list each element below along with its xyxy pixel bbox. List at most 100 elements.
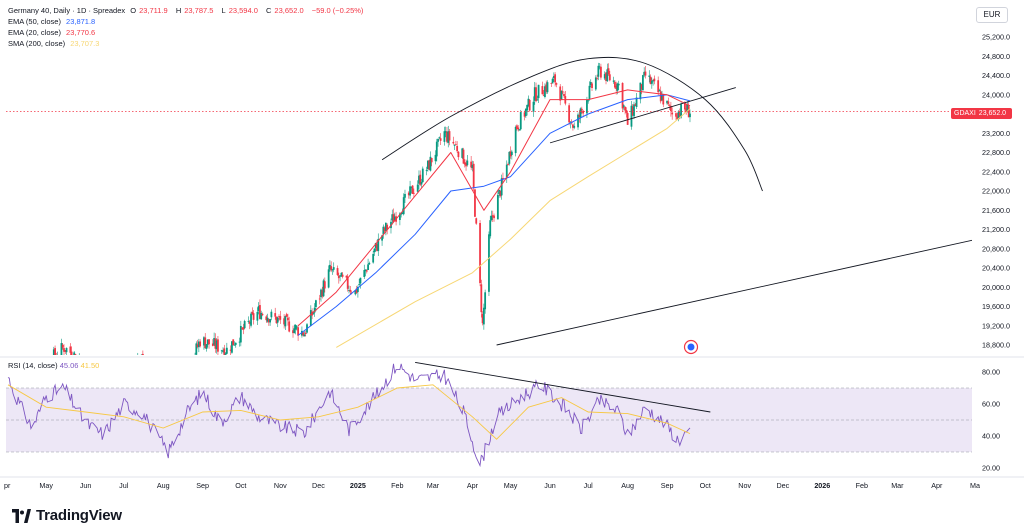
price-axis-label: 19,200.0 [982, 321, 1010, 330]
candle-body [642, 75, 644, 91]
candle-body [188, 367, 190, 376]
candle-body [27, 380, 29, 381]
candle-body [269, 319, 272, 323]
time-axis-label: Aug [157, 481, 170, 490]
ema50-line [297, 94, 691, 336]
candle-body [588, 85, 591, 100]
candle-body [533, 87, 536, 101]
ema20-legend[interactable]: EMA (20, close) 23,770.6 [8, 27, 366, 38]
candle-body [418, 175, 420, 184]
candle-body [153, 380, 155, 386]
rsi-axis-label: 20.00 [982, 464, 1000, 473]
candle-body [29, 376, 31, 380]
candle-body [248, 321, 251, 324]
candle-body [136, 358, 138, 362]
candle-body [294, 324, 297, 330]
candle-body [536, 99, 539, 101]
price-axis-label: 24,800.0 [982, 52, 1010, 61]
rsi-pane [6, 362, 972, 468]
candle-body [266, 317, 269, 322]
candle-body [128, 366, 130, 368]
time-axis-label: Oct [700, 481, 711, 490]
candle-body [488, 234, 490, 292]
candle-body [348, 290, 350, 291]
rsi-ma-value: 41.50 [80, 361, 100, 370]
rsi-legend[interactable]: RSI (14, close) 45.06 41.50 [8, 361, 99, 370]
candle-body [105, 373, 107, 374]
candle-body [598, 66, 601, 68]
candle-body [686, 104, 689, 113]
candle-body [594, 77, 597, 90]
candle-body [680, 104, 682, 118]
time-axis-label: Jun [80, 481, 92, 490]
candle-body [615, 85, 618, 89]
candle-body [229, 349, 232, 351]
candle-body [666, 100, 668, 104]
high-value: 23,787.5 [184, 6, 214, 15]
candle-body [283, 318, 286, 325]
candle-body [376, 243, 378, 251]
candle-body [608, 74, 611, 81]
candle-body [261, 313, 264, 316]
candle-body [34, 371, 36, 376]
price-axis-label: 21,600.0 [982, 206, 1010, 215]
candle-body [461, 148, 464, 158]
candle-body [259, 305, 261, 319]
candle-body [572, 124, 574, 128]
candle-body [337, 275, 340, 279]
candle-body [181, 382, 183, 386]
price-axis-label: 20,000.0 [982, 283, 1010, 292]
candle-body [199, 341, 202, 347]
candle-body [243, 321, 246, 329]
price-tag-symbol: GDAXI [954, 110, 976, 117]
candle-body [560, 90, 563, 100]
candle-body [384, 222, 387, 231]
candle-body [133, 364, 135, 369]
candle-body [346, 277, 349, 289]
price-axis-label: 20,400.0 [982, 264, 1010, 273]
time-axis-label: pr [4, 481, 11, 490]
sma200-legend[interactable]: SMA (200, close) 23,707.3 [8, 38, 366, 49]
candle-body [465, 162, 467, 167]
candle-body [65, 347, 68, 353]
tradingview-brand[interactable]: TradingView [10, 507, 122, 524]
candle-body [612, 80, 615, 82]
candle-body [267, 319, 270, 323]
candle-body [587, 100, 590, 102]
candle-body [278, 316, 280, 318]
rising-wedge-trendline [549, 87, 736, 144]
candle-body [430, 157, 433, 163]
economic-event-icon[interactable] [683, 339, 699, 355]
ema50-legend[interactable]: EMA (50, close) 23,871.8 [8, 16, 366, 27]
price-axis-label: 24,400.0 [982, 71, 1010, 80]
candle-body [140, 354, 143, 355]
candle-body [550, 82, 553, 84]
candle-body [437, 138, 439, 142]
candle-body [489, 220, 492, 237]
candle-body [208, 339, 210, 345]
ema50-label: EMA (50, close) [8, 17, 61, 26]
candle-body [276, 317, 279, 323]
candle-body [247, 320, 250, 322]
candle-body [386, 224, 389, 230]
candle-body [544, 86, 546, 98]
candle-body [500, 178, 503, 196]
candle-body [630, 105, 633, 127]
candle-body [404, 193, 406, 198]
currency-button[interactable]: EUR [976, 7, 1008, 23]
candle-body [109, 372, 111, 374]
candle-body [577, 114, 579, 128]
time-axis-label: Nov [274, 481, 287, 490]
candle-body [633, 104, 635, 117]
candle-body [274, 313, 277, 317]
candle-body [189, 369, 191, 371]
candle-body [597, 65, 600, 77]
candle-body [260, 312, 263, 320]
candle-body [358, 284, 361, 286]
candle-body [238, 341, 241, 343]
candle-body [367, 264, 369, 271]
candle-body [222, 350, 224, 352]
candle-body [124, 361, 126, 362]
candle-body [605, 72, 607, 81]
